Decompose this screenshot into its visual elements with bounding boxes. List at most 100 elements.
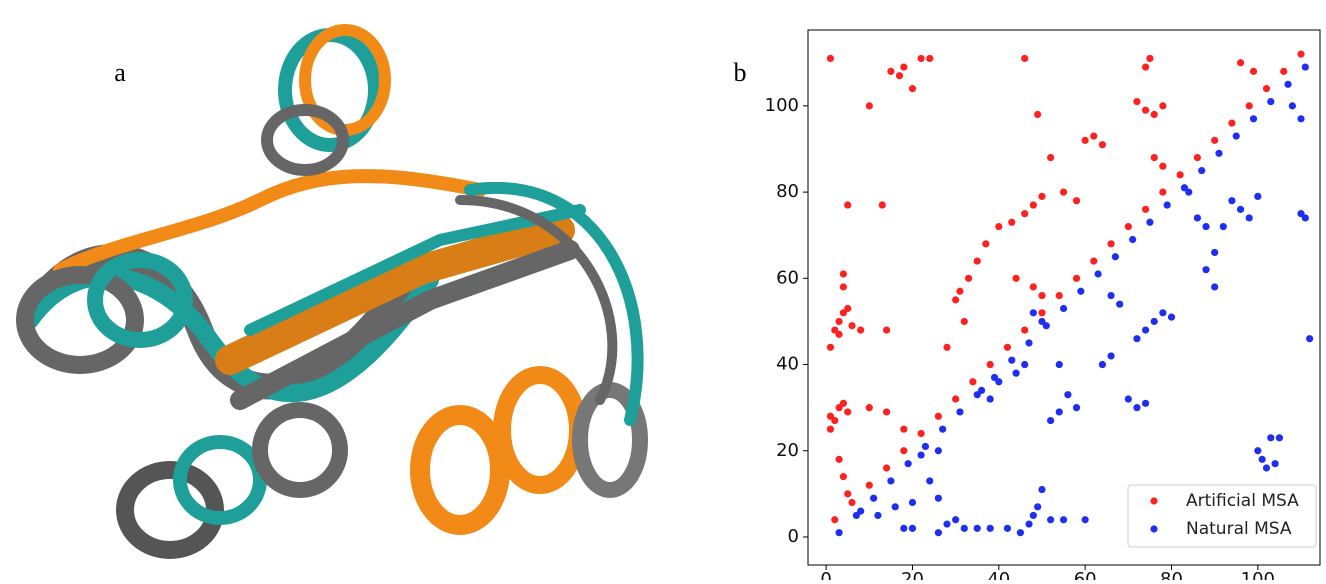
- point: [960, 317, 968, 326]
- point: [1275, 434, 1284, 442]
- point: [1236, 205, 1245, 213]
- point: [1029, 283, 1037, 291]
- point: [891, 503, 899, 511]
- helix: [261, 104, 349, 176]
- point: [1021, 360, 1029, 369]
- point: [939, 425, 947, 433]
- point: [1254, 447, 1262, 455]
- point: [839, 399, 847, 407]
- point: [1021, 210, 1029, 218]
- point: [995, 222, 1003, 231]
- point: [844, 408, 852, 416]
- point: [1025, 520, 1033, 528]
- point: [1124, 222, 1132, 231]
- point: [1219, 222, 1227, 231]
- point: [1012, 369, 1020, 377]
- point: [1124, 395, 1132, 403]
- point: [1081, 516, 1089, 524]
- x-tick-label: 20: [901, 569, 924, 580]
- point: [1055, 291, 1063, 300]
- point: [1094, 270, 1102, 278]
- point: [1193, 214, 1201, 222]
- point: [934, 529, 942, 537]
- point: [1107, 291, 1115, 300]
- x-tick-label: 100: [1241, 569, 1275, 580]
- point: [1198, 166, 1206, 175]
- point: [1141, 63, 1150, 71]
- helix: [493, 366, 587, 494]
- point: [908, 85, 917, 93]
- point: [926, 54, 934, 63]
- point: [1077, 287, 1085, 295]
- point: [1072, 274, 1081, 282]
- point: [839, 283, 847, 291]
- point: [826, 425, 835, 433]
- point: [921, 442, 930, 451]
- point: [973, 391, 981, 399]
- point: [934, 447, 942, 455]
- point: [956, 408, 964, 416]
- point: [831, 416, 839, 425]
- point: [990, 373, 999, 382]
- point: [1176, 171, 1184, 179]
- point: [1146, 54, 1154, 63]
- point: [1042, 322, 1050, 330]
- helix: [410, 405, 510, 535]
- point: [1202, 266, 1210, 274]
- point: [835, 529, 843, 537]
- point: [1129, 235, 1137, 244]
- point: [1038, 291, 1046, 300]
- point: [1245, 214, 1253, 222]
- ribbon: [53, 169, 487, 277]
- point: [1072, 404, 1081, 412]
- y-tick-label: 0: [788, 526, 799, 547]
- point: [1150, 110, 1158, 119]
- loop: [464, 182, 644, 426]
- point: [1301, 63, 1309, 71]
- point: [1232, 132, 1240, 140]
- point: [1055, 408, 1063, 416]
- point: [839, 473, 847, 481]
- point: [934, 412, 942, 420]
- strand: [215, 215, 575, 375]
- y-tick-label: 100: [765, 95, 799, 116]
- point: [1034, 110, 1042, 119]
- point: [1141, 399, 1150, 407]
- point: [1228, 119, 1236, 127]
- point: [831, 516, 839, 524]
- point: [1029, 201, 1037, 209]
- legend-label: Artificial MSA: [1186, 491, 1299, 511]
- helix: [87, 252, 193, 348]
- point: [1306, 335, 1314, 343]
- point: [900, 425, 908, 433]
- plot-frame: [807, 29, 1321, 566]
- point: [1262, 85, 1271, 93]
- point: [1267, 434, 1275, 442]
- x-tick-label: 40: [987, 569, 1010, 580]
- point: [973, 524, 981, 532]
- y-tick-label: 40: [776, 354, 799, 375]
- point: [917, 429, 925, 438]
- point: [848, 498, 856, 507]
- loop: [455, 195, 618, 405]
- point: [1003, 343, 1012, 351]
- point: [1116, 300, 1124, 308]
- point: [986, 524, 994, 532]
- point: [1297, 115, 1305, 123]
- point: [1021, 54, 1029, 63]
- point: [1271, 460, 1279, 468]
- point: [1098, 141, 1107, 149]
- point: [1267, 97, 1275, 106]
- point: [882, 464, 891, 472]
- point: [1262, 464, 1271, 472]
- point: [1141, 205, 1150, 213]
- point: [1107, 240, 1115, 248]
- point: [1029, 309, 1037, 317]
- point: [895, 72, 904, 80]
- point: [865, 481, 873, 489]
- point: [852, 511, 860, 520]
- point: [1029, 511, 1037, 520]
- point: [887, 477, 895, 485]
- point: [1163, 201, 1171, 209]
- point: [1284, 80, 1292, 88]
